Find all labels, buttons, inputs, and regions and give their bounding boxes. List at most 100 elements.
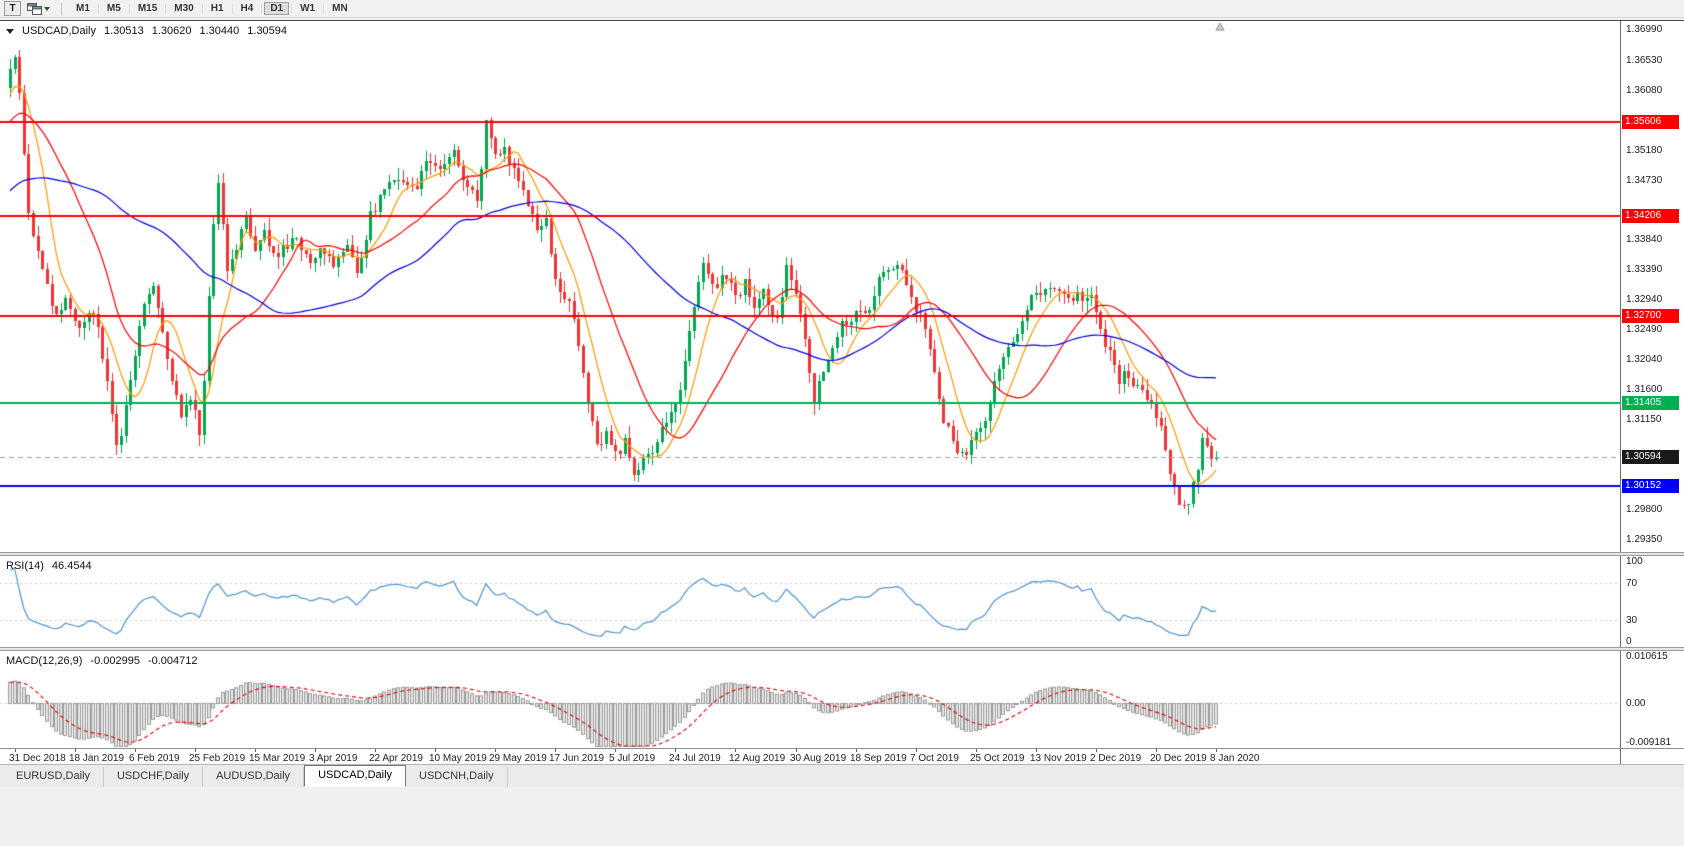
timeframe-button-m1[interactable]: M1 — [76, 3, 90, 14]
rsi-axis-label: 100 — [1626, 556, 1643, 567]
time-axis-label: 18 Sep 2019 — [850, 753, 907, 764]
macd-axis-label: 0.010615 — [1626, 651, 1668, 662]
chart-tab-usdcnh[interactable]: USDCNH,Daily — [406, 767, 508, 787]
time-axis-label: 15 Mar 2019 — [249, 753, 306, 764]
timeframe-button-m5[interactable]: M5 — [106, 3, 121, 14]
price-axis-tick: 1.32490 — [1626, 324, 1663, 336]
price-axis-tick: 1.29800 — [1626, 503, 1663, 515]
macd-signal-value: -0.004712 — [147, 655, 198, 667]
rsi-axis-label: 0 — [1626, 636, 1632, 647]
time-axis-tick — [675, 749, 676, 752]
time-axis-label: 8 Jan 2020 — [1210, 753, 1260, 764]
time-axis-label: 2 Dec 2019 — [1090, 753, 1142, 764]
toolbar: T M1 M5 M15 M30 H1 H4 D1 W1 MN — [0, 0, 1684, 18]
time-axis-label: 10 May 2019 — [429, 753, 487, 764]
macd-indicator-label: MACD(12,26,9) -0.002995 -0.004712 — [6, 655, 198, 667]
macd-axis-label: 0.00 — [1626, 698, 1646, 709]
time-axis-tick — [495, 749, 496, 752]
price-axis-tick: 1.36990 — [1626, 24, 1663, 35]
panel-resize-divider[interactable] — [0, 647, 1684, 651]
time-axis-tick — [1156, 749, 1157, 752]
time-axis-label: 12 Aug 2019 — [729, 753, 786, 764]
time-scale[interactable]: 31 Dec 2018 18 Jan 2019 6 Feb 2019 25 Feb 2… — [0, 748, 1684, 765]
time-axis-tick — [1216, 749, 1217, 752]
timeframe-button-group: M1 M5 M15 M30 H1 H4 D1 W1 MN — [70, 2, 354, 15]
time-axis-tick — [856, 749, 857, 752]
timeframe-button-h4[interactable]: H4 — [240, 3, 254, 14]
window-layout-button[interactable] — [24, 1, 53, 16]
ohlc-open-value: 1.30513 — [103, 25, 144, 37]
main-chart-panel: USDCAD,Daily 1.30513 1.30620 1.30440 1.3… — [0, 21, 1684, 552]
price-axis-tick: 1.31150 — [1626, 413, 1662, 425]
chart-title: USDCAD,Daily 1.30513 1.30620 1.30440 1.3… — [6, 25, 287, 37]
chart-menu-icon[interactable] — [6, 28, 14, 34]
price-axis-tick: 1.32940 — [1626, 294, 1663, 306]
time-axis-tick — [1036, 749, 1037, 752]
chart-window: USDCAD,Daily 1.30513 1.30620 1.30440 1.3… — [0, 20, 1684, 765]
time-axis-label: 24 Jul 2019 — [669, 753, 721, 764]
timeframe-button-m30[interactable]: M30 — [174, 3, 194, 14]
toolbar-separator — [97, 3, 99, 14]
price-axis-tick: 1.29350 — [1626, 533, 1663, 545]
timeframe-button-h1[interactable]: H1 — [210, 3, 224, 14]
rsi-scale[interactable]: 100 70 30 0 — [1620, 556, 1684, 647]
time-axis-label: 6 Feb 2019 — [129, 753, 180, 764]
time-axis-label: 29 May 2019 — [489, 753, 547, 764]
toolbar-separator — [261, 3, 263, 14]
time-axis-tick — [375, 749, 376, 752]
toolbar-separator — [323, 3, 325, 14]
resistance-line-1-tag: 1.35606 — [1622, 115, 1679, 130]
toolbar-separator — [231, 3, 233, 14]
price-axis-tick: 1.36080 — [1626, 84, 1663, 96]
chart-tab-audusd[interactable]: AUDUSD,Daily — [203, 767, 305, 787]
macd-main-value: -0.002995 — [90, 655, 140, 667]
toolbar-separator — [61, 2, 62, 15]
toolbar-separator — [201, 3, 203, 14]
time-axis-label: 3 Apr 2019 — [309, 753, 358, 764]
time-axis-label: 5 Jul 2019 — [609, 753, 656, 764]
rsi-indicator-canvas[interactable] — [0, 556, 1620, 647]
support-line-blue-tag: 1.30152 — [1622, 479, 1679, 494]
scale-corner — [1620, 749, 1684, 765]
chart-tab-usdcad[interactable]: USDCAD,Daily — [304, 765, 407, 787]
time-axis-tick — [796, 749, 797, 752]
macd-axis-label: -0.009181 — [1626, 737, 1672, 748]
timeframe-button-w1[interactable]: W1 — [300, 3, 316, 14]
macd-indicator-canvas[interactable] — [0, 651, 1620, 748]
price-axis-tick: 1.35180 — [1626, 144, 1663, 156]
panel-resize-divider[interactable] — [0, 552, 1684, 556]
timeframe-button-d1[interactable]: D1 — [264, 2, 290, 15]
price-axis-tick: 1.32040 — [1626, 354, 1663, 366]
timeframe-button-m15[interactable]: M15 — [137, 3, 158, 14]
macd-indicator-panel: MACD(12,26,9) -0.002995 -0.004712 0.0106… — [0, 651, 1684, 748]
resistance-line-3-tag: 1.32700 — [1622, 309, 1679, 324]
time-axis-tick — [435, 749, 436, 752]
bid-price-tag: 1.30594 — [1622, 449, 1679, 464]
chart-symbol-label: USDCAD,Daily — [22, 25, 96, 37]
time-axis-tick — [195, 749, 196, 752]
time-axis-tick — [75, 749, 76, 752]
toolbar-separator — [128, 3, 130, 14]
time-axis-tick — [615, 749, 616, 752]
chart-tabs-bar: EURUSD,Daily USDCHF,Daily AUDUSD,Daily USDC… — [0, 764, 1684, 787]
macd-scale[interactable]: 0.010615 0.00 -0.009181 — [1620, 651, 1684, 748]
timeframe-button-mn[interactable]: MN — [332, 3, 348, 14]
time-axis-label: 25 Feb 2019 — [189, 753, 246, 764]
toolbar-separator — [165, 3, 167, 14]
time-axis-tick — [315, 749, 316, 752]
time-axis-tick — [135, 749, 136, 752]
window-background — [0, 787, 1684, 846]
price-chart-canvas[interactable] — [0, 21, 1620, 552]
chart-tab-usdchf[interactable]: USDCHF,Daily — [104, 767, 204, 787]
text-tool-button[interactable]: T — [4, 1, 21, 16]
time-axis-label: 7 Oct 2019 — [910, 753, 959, 764]
time-axis-label: 18 Jan 2019 — [69, 753, 125, 764]
time-axis-label: 25 Oct 2019 — [970, 753, 1025, 764]
price-axis-tick: 1.33840 — [1626, 234, 1663, 246]
rsi-axis-label: 30 — [1626, 614, 1638, 626]
chart-tab-eurusd[interactable]: EURUSD,Daily — [3, 767, 104, 787]
window-layout-icon — [27, 2, 42, 15]
price-scale[interactable]: 1.36990 1.36530 1.36080 1.35180 1.34730 1.338… — [1620, 21, 1684, 552]
ohlc-close-value: 1.30594 — [247, 25, 288, 37]
